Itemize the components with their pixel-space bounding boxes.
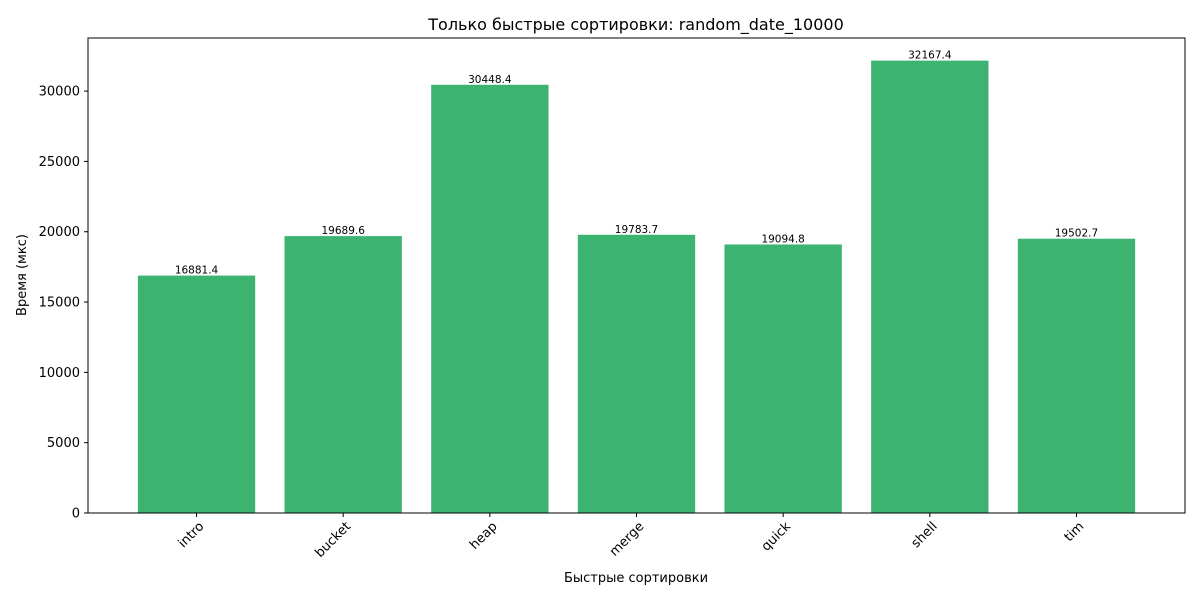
y-tick-label-20000: 20000 <box>39 225 80 240</box>
x-tick-label-intro: intro <box>176 519 208 551</box>
y-tick-label-15000: 15000 <box>39 296 80 311</box>
bars-layer <box>137 60 1136 514</box>
y-tick-label-30000: 30000 <box>39 85 80 100</box>
y-tick-label-25000: 25000 <box>39 155 80 170</box>
data-label-shell: 32167.4 <box>908 50 952 62</box>
x-axis-label: Быстрые сортировки <box>564 571 708 586</box>
x-tick-label-tim: tim <box>1062 519 1088 545</box>
plot-frame <box>87 37 1186 514</box>
chart-title: Только быстрые сортировки: random_date_1… <box>427 15 844 35</box>
data-label-heap: 30448.4 <box>468 74 512 86</box>
bar-bucket <box>284 236 402 513</box>
data-label-tim: 19502.7 <box>1055 228 1098 240</box>
data-label-bucket: 19689.6 <box>321 225 365 237</box>
bar-quick <box>724 244 842 513</box>
x-tick-label-merge: merge <box>607 519 647 559</box>
x-axis: intro bucket heap merge quick shell tim <box>176 513 1088 561</box>
x-tick-label-bucket: bucket <box>312 519 354 561</box>
y-tick-label-5000: 5000 <box>47 436 80 451</box>
data-label-quick: 19094.8 <box>761 233 804 245</box>
bar-intro <box>137 275 256 513</box>
x-tick-label-quick: quick <box>759 519 795 555</box>
y-axis-label: Время (мкс) <box>15 234 30 316</box>
data-labels-layer: 16881.4 19689.6 30448.4 19783.7 19094.8 32167… <box>175 50 1098 277</box>
y-tick-label-10000: 10000 <box>39 366 80 381</box>
y-tick-label-0: 0 <box>72 507 80 522</box>
y-axis: 0 5000 10000 15000 20000 25000 30000 <box>39 85 88 522</box>
bar-tim <box>1017 238 1136 513</box>
x-tick-label-heap: heap <box>467 519 501 553</box>
x-tick-label-shell: shell <box>909 519 941 551</box>
bar-shell <box>871 60 989 513</box>
data-label-merge: 19783.7 <box>615 224 658 236</box>
data-label-intro: 16881.4 <box>175 265 219 277</box>
bar-heap <box>431 84 549 514</box>
bar-merge <box>577 234 696 513</box>
